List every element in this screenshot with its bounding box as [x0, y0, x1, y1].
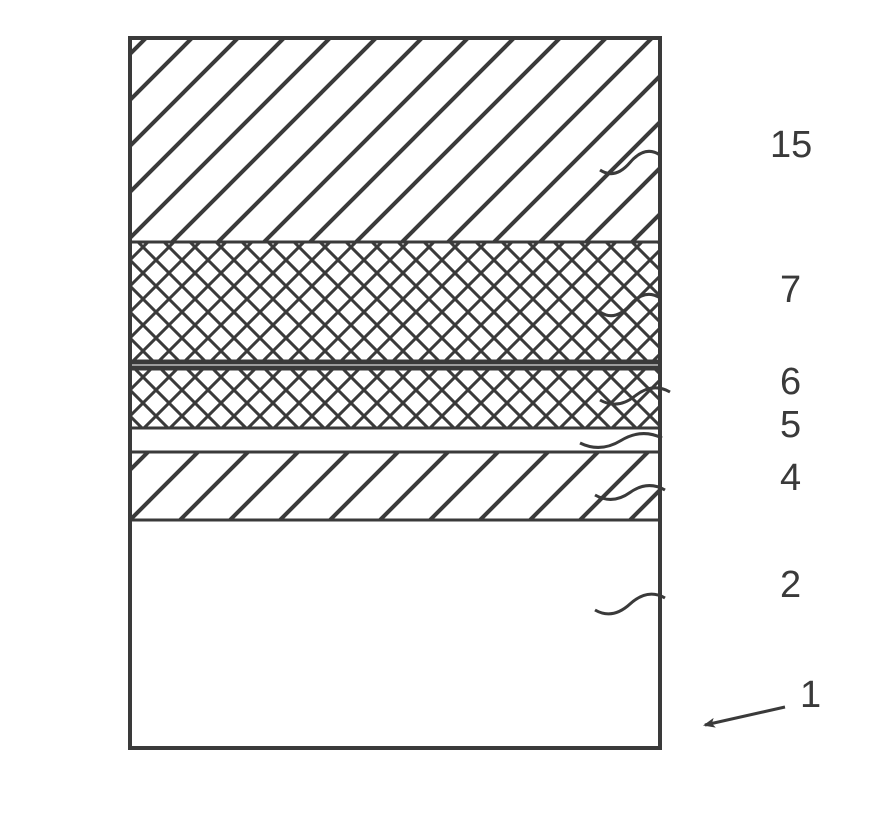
pointer-label-1: 1: [800, 674, 821, 717]
callout-label-5: 5: [780, 404, 801, 447]
callout-label-6: 6: [780, 361, 801, 404]
diagram-svg: [0, 0, 885, 823]
callout-label-4: 4: [780, 457, 801, 500]
layer-L15: [130, 38, 660, 242]
callout-label-7: 7: [780, 269, 801, 312]
layer-L6: [130, 368, 660, 428]
callout-label-15: 15: [770, 124, 812, 167]
layer-L4: [130, 452, 660, 520]
layer-L5: [130, 428, 660, 452]
callout-label-2: 2: [780, 564, 801, 607]
layer-L2: [130, 520, 660, 748]
layer-L7: [130, 242, 660, 362]
pointer-arrow: [705, 707, 785, 725]
figure-container: 15 7 65 4 2 1: [0, 0, 885, 823]
